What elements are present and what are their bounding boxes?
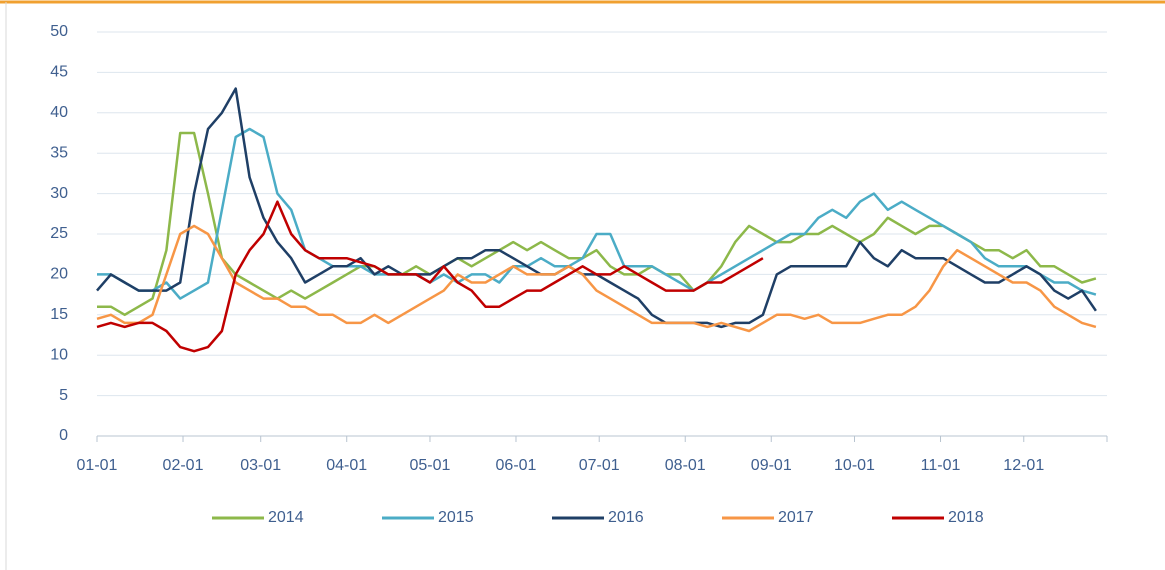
series-line <box>96 224 1097 333</box>
y-tick-label: 40 <box>50 104 68 121</box>
legend-label: 2014 <box>268 509 304 526</box>
x-tick-label: 02-01 <box>163 457 204 474</box>
y-tick-label: 50 <box>50 23 68 40</box>
x-tick-label: 06-01 <box>496 457 537 474</box>
x-tick-label: 03-01 <box>240 457 281 474</box>
series-line <box>97 127 1097 300</box>
y-tick-label: 5 <box>59 387 68 404</box>
legend-label: 2015 <box>438 509 474 526</box>
x-tick-label: 08-01 <box>665 457 706 474</box>
x-tick-label: 10-01 <box>834 457 875 474</box>
legend-label: 2017 <box>778 509 814 526</box>
y-tick-label: 45 <box>50 64 68 81</box>
y-tick-label: 35 <box>50 144 68 161</box>
series-line <box>96 200 764 353</box>
series-line <box>97 131 1097 317</box>
y-tick-label: 20 <box>50 266 68 283</box>
legend-label: 2016 <box>608 509 644 526</box>
x-tick-label: 04-01 <box>326 457 367 474</box>
x-tick-label: 09-01 <box>751 457 792 474</box>
x-tick-label: 11-01 <box>921 457 961 474</box>
y-tick-label: 15 <box>50 306 68 323</box>
y-tick-label: 30 <box>50 185 68 202</box>
y-tick-label: 10 <box>50 346 68 363</box>
x-tick-label: 05-01 <box>410 457 451 474</box>
x-tick-label: 01-01 <box>77 457 118 474</box>
y-tick-label: 0 <box>59 427 68 444</box>
legend-label: 2018 <box>948 509 984 526</box>
x-tick-label: 12-01 <box>1003 457 1044 474</box>
x-tick-label: 07-01 <box>579 457 620 474</box>
y-tick-label: 25 <box>50 225 68 242</box>
